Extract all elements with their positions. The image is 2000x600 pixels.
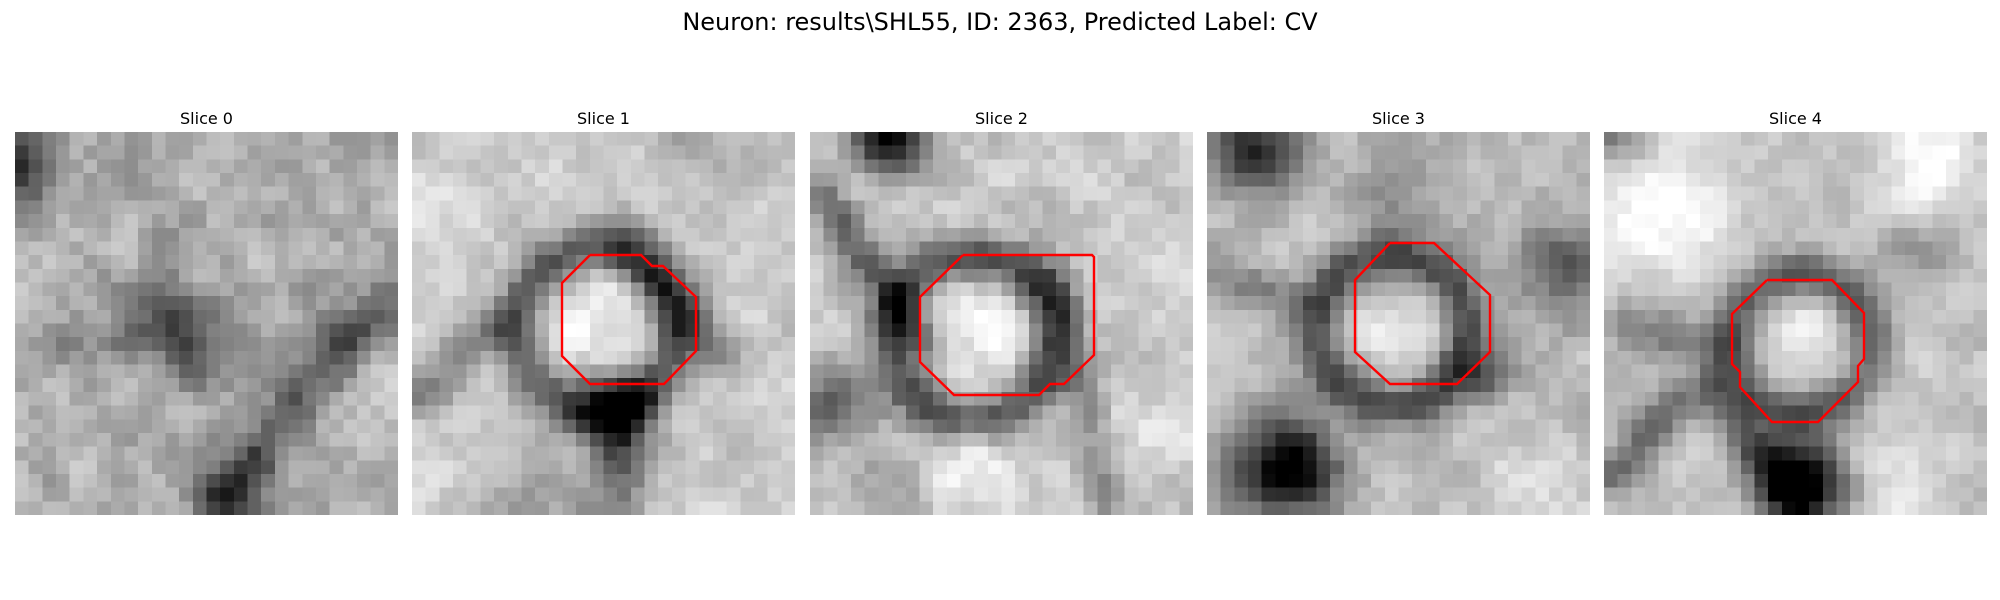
contour-overlay-3 — [1353, 241, 1492, 386]
contour-line-2 — [918, 253, 1096, 397]
slice-image-2 — [810, 132, 1193, 515]
slice-title-3: Slice 3 — [1372, 109, 1425, 128]
slice-title-0: Slice 0 — [180, 109, 233, 128]
slice-image-3 — [1207, 132, 1590, 515]
slice-title-2: Slice 2 — [975, 109, 1028, 128]
slice-title-4: Slice 4 — [1769, 109, 1822, 128]
slice-panel-4: Slice 4 — [1604, 106, 1987, 515]
contour-overlay-2 — [918, 253, 1096, 397]
slice-title-1: Slice 1 — [577, 109, 630, 128]
slice-image-4 — [1604, 132, 1987, 515]
figure-title: Neuron: results\SHL55, ID: 2363, Predict… — [682, 8, 1318, 36]
contour-line-4 — [1730, 278, 1866, 424]
slice-image-0 — [15, 132, 398, 515]
slice-image-1 — [412, 132, 795, 515]
contour-line-3 — [1353, 241, 1492, 386]
contour-overlay-4 — [1730, 278, 1866, 424]
slice-panel-3: Slice 3 — [1207, 106, 1590, 515]
slice-panel-2: Slice 2 — [810, 106, 1193, 515]
slice-panel-1: Slice 1 — [412, 106, 795, 515]
contour-line-1 — [560, 253, 698, 386]
slice-panel-0: Slice 0 — [15, 106, 398, 515]
contour-overlay-1 — [560, 253, 698, 386]
